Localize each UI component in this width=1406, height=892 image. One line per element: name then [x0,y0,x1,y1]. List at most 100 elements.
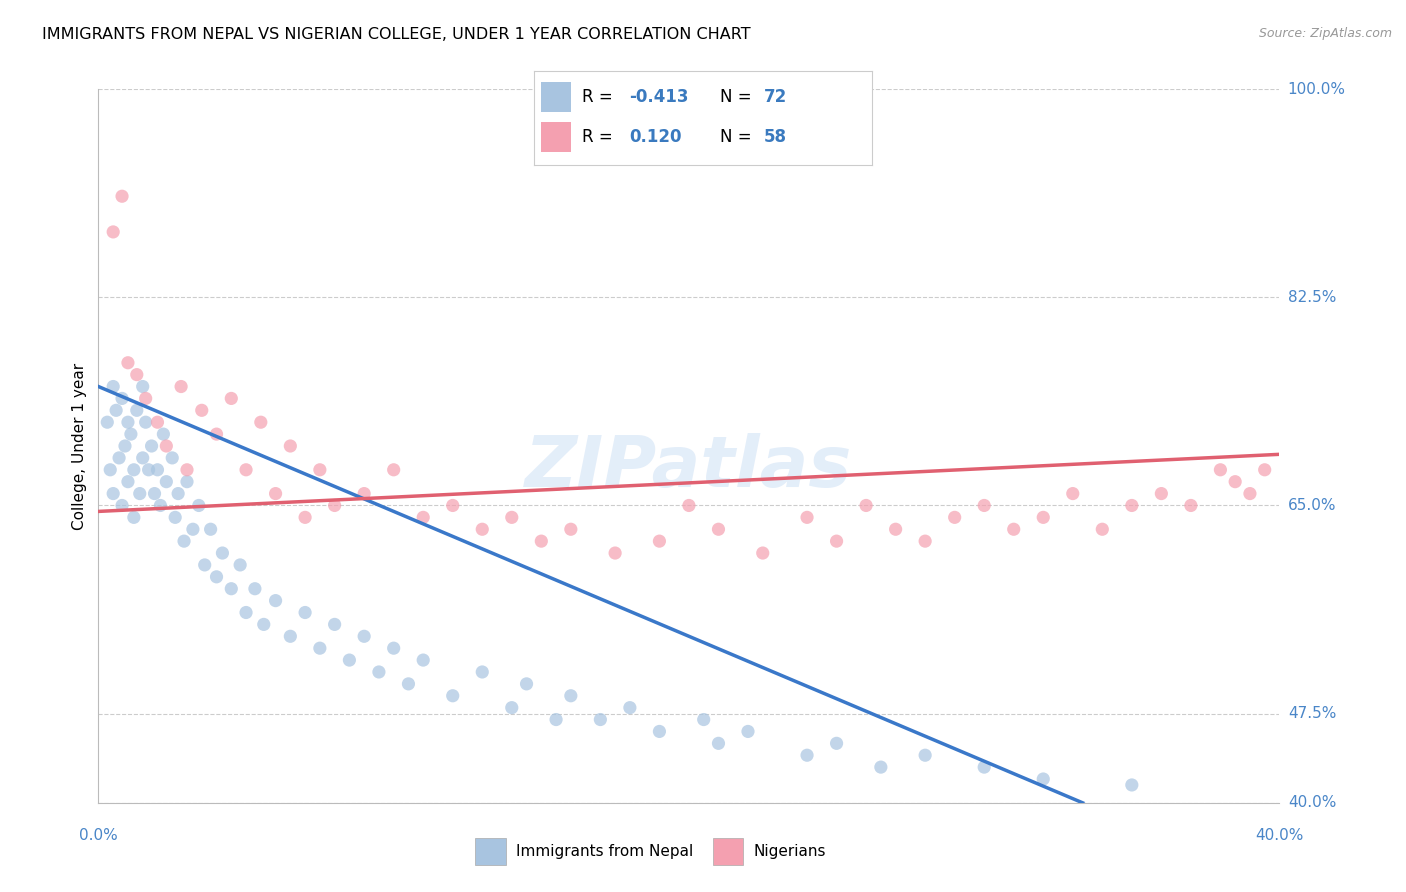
Point [382,463,405,477]
Point [353,629,375,643]
Text: 58: 58 [763,128,787,146]
Point [243,582,266,596]
Point [117,475,139,489]
Point [1254,463,1277,477]
Text: IMMIGRANTS FROM NEPAL VS NIGERIAN COLLEGE, UNDER 1 YEAR CORRELATION CHART: IMMIGRANTS FROM NEPAL VS NIGERIAN COLLEG… [42,27,751,42]
Point [605,546,627,560]
Point [152,427,174,442]
Point [501,510,523,524]
Point [235,463,257,477]
Point [560,689,582,703]
Point [914,748,936,763]
Point [619,700,641,714]
Point [1032,772,1054,786]
Point [132,379,155,393]
Point [1386,463,1406,477]
Point [173,534,195,549]
Point [1239,486,1261,500]
Point [135,415,157,429]
Point [309,641,332,656]
Text: 100.0%: 100.0% [1288,82,1346,96]
Point [103,225,125,239]
Point [973,760,995,774]
Point [337,653,360,667]
Point [117,415,139,429]
Point [122,463,145,477]
Point [825,736,848,750]
Point [530,534,553,549]
Point [219,582,243,596]
Point [516,677,538,691]
Point [111,189,134,203]
Point [396,677,419,691]
Bar [475,838,506,865]
Text: N =: N = [720,128,756,146]
Point [589,713,612,727]
Point [1091,522,1114,536]
Point [441,689,464,703]
Text: R =: R = [582,87,617,106]
Point [353,486,375,500]
Text: 82.5%: 82.5% [1288,290,1336,305]
Point [382,641,405,656]
Point [707,736,730,750]
Point [205,427,228,442]
Point [693,713,716,727]
Text: N =: N = [720,87,756,106]
Point [294,510,316,524]
Point [250,415,273,429]
Point [125,403,148,417]
Point [235,606,257,620]
Point [143,486,166,500]
Point [973,499,995,513]
Bar [713,838,744,865]
Point [111,392,134,406]
Point [264,593,287,607]
Point [176,463,198,477]
Point [105,403,128,417]
Point [707,522,730,536]
Text: 72: 72 [763,87,787,106]
Point [253,617,276,632]
Point [162,450,183,465]
Point [264,486,287,500]
Point [1209,463,1232,477]
Text: 0.120: 0.120 [628,128,682,146]
Point [751,546,773,560]
Point [132,450,155,465]
Point [323,617,346,632]
Point [943,510,966,524]
Point [546,713,568,727]
Point [471,665,494,679]
Point [1002,522,1025,536]
Point [825,534,848,549]
Point [441,499,464,513]
Point [111,499,134,513]
Point [648,724,671,739]
Point [146,415,169,429]
Point [108,450,131,465]
Y-axis label: College, Under 1 year: College, Under 1 year [72,362,87,530]
Point [149,499,172,513]
Point [1121,778,1143,792]
Point [229,558,252,572]
Point [176,475,198,489]
Text: 0.0%: 0.0% [79,828,118,843]
Point [120,427,142,442]
Point [219,392,243,406]
Point [737,724,759,739]
Point [278,439,302,453]
Point [323,499,346,513]
Bar [541,122,571,152]
Text: Nigerians: Nigerians [754,845,827,859]
Point [191,403,214,417]
Text: 40.0%: 40.0% [1288,796,1336,810]
Point [170,379,193,393]
Point [200,522,222,536]
Point [96,415,118,429]
Point [1062,486,1084,500]
Point [1150,486,1173,500]
Bar [541,82,571,112]
Point [122,510,145,524]
Point [309,463,332,477]
